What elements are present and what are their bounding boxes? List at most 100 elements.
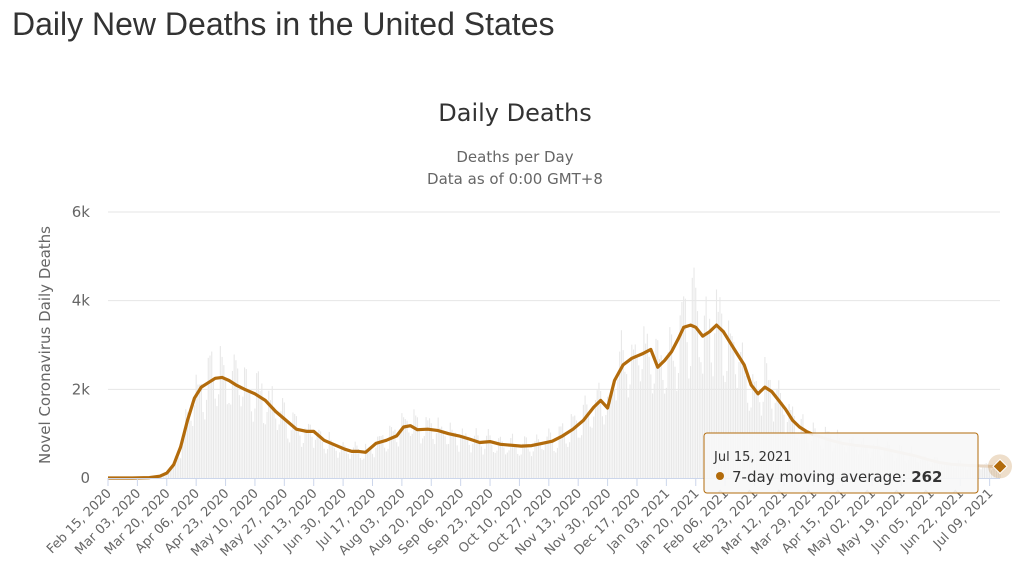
daily-bar — [382, 435, 384, 478]
daily-bar — [257, 371, 259, 478]
daily-bar — [491, 444, 493, 478]
daily-bar — [244, 367, 246, 478]
daily-bar — [641, 369, 643, 478]
daily-bar — [218, 394, 220, 478]
daily-bar — [600, 390, 602, 478]
daily-bar — [335, 450, 337, 478]
daily-bar — [629, 384, 631, 478]
daily-bar — [709, 318, 711, 478]
daily-bar — [632, 349, 635, 478]
daily-bar — [549, 432, 552, 478]
daily-bar — [311, 436, 313, 478]
daily-bar — [171, 465, 173, 478]
daily-bar — [551, 440, 553, 478]
daily-bar — [510, 438, 512, 478]
y-tick-label: 0 — [80, 469, 90, 487]
daily-bar — [556, 447, 559, 478]
daily-bar — [346, 452, 348, 478]
daily-bar — [494, 452, 496, 478]
daily-bar — [543, 450, 545, 478]
daily-bar — [486, 435, 488, 478]
daily-bar — [987, 463, 989, 478]
daily-bar — [741, 342, 743, 478]
daily-bar — [518, 455, 520, 478]
daily-bar — [615, 400, 617, 478]
daily-bar — [264, 424, 266, 478]
daily-bar — [199, 384, 201, 478]
daily-bar — [477, 435, 479, 478]
daily-bar — [638, 365, 640, 478]
daily-bar — [428, 418, 431, 478]
daily-bar — [228, 402, 230, 478]
daily-bar — [496, 450, 498, 478]
daily-bar — [192, 426, 194, 478]
daily-bar — [230, 404, 232, 478]
hover-marker[interactable] — [992, 458, 1008, 475]
daily-bar — [371, 453, 374, 478]
daily-bar — [173, 463, 175, 478]
daily-bar — [989, 467, 991, 478]
daily-bar — [235, 360, 237, 478]
daily-bar — [581, 435, 583, 478]
daily-bar — [555, 452, 557, 478]
daily-bar — [702, 373, 704, 478]
daily-bar — [259, 391, 261, 478]
daily-bar — [503, 447, 505, 478]
daily-bar — [690, 366, 692, 478]
daily-bar — [753, 381, 756, 478]
daily-bar — [238, 395, 240, 478]
daily-bar — [586, 404, 588, 478]
daily-bar — [269, 400, 272, 478]
daily-bar — [399, 433, 401, 478]
daily-bar — [524, 436, 526, 478]
daily-bar — [980, 469, 982, 478]
daily-bar — [674, 366, 676, 478]
daily-bar — [425, 417, 427, 478]
daily-bar — [454, 432, 457, 478]
daily-bar — [978, 468, 980, 478]
daily-bar — [416, 417, 418, 478]
daily-bar — [484, 448, 486, 478]
daily-bar — [764, 357, 766, 478]
daily-bar — [359, 458, 361, 478]
daily-bar — [342, 442, 344, 478]
daily-bar — [339, 452, 341, 478]
daily-bar — [715, 289, 718, 478]
daily-bar — [700, 362, 702, 478]
daily-bar — [648, 356, 650, 478]
daily-bar — [446, 444, 448, 478]
daily-bar — [591, 427, 593, 478]
daily-bar — [672, 360, 674, 478]
daily-bar — [740, 352, 742, 478]
daily-bar — [207, 357, 209, 478]
daily-bar — [548, 428, 550, 478]
daily-bar — [320, 431, 322, 478]
daily-bar — [283, 402, 285, 478]
daily-bar — [373, 457, 375, 478]
daily-bar — [992, 468, 994, 478]
daily-bar — [306, 428, 308, 478]
daily-bar — [237, 368, 239, 478]
daily-bar — [166, 474, 168, 478]
daily-bar — [368, 449, 370, 478]
daily-bar — [468, 445, 470, 478]
daily-bar — [669, 327, 671, 478]
daily-bar — [205, 399, 208, 478]
daily-bar — [650, 374, 652, 478]
daily-bar — [994, 463, 996, 478]
tooltip-date: Jul 15, 2021 — [713, 450, 792, 465]
daily-bar — [698, 357, 700, 478]
daily-bar — [627, 397, 629, 478]
daily-bar — [482, 454, 484, 478]
daily-bar — [733, 341, 735, 478]
daily-bar — [660, 355, 662, 478]
daily-bar — [323, 448, 325, 478]
daily-bar — [188, 416, 190, 478]
daily-bar — [333, 447, 336, 478]
daily-bar — [318, 429, 320, 478]
daily-bar — [223, 365, 225, 478]
daily-bar — [271, 386, 273, 478]
daily-bar — [193, 405, 195, 478]
daily-bar — [434, 444, 436, 478]
daily-bar — [358, 448, 360, 478]
